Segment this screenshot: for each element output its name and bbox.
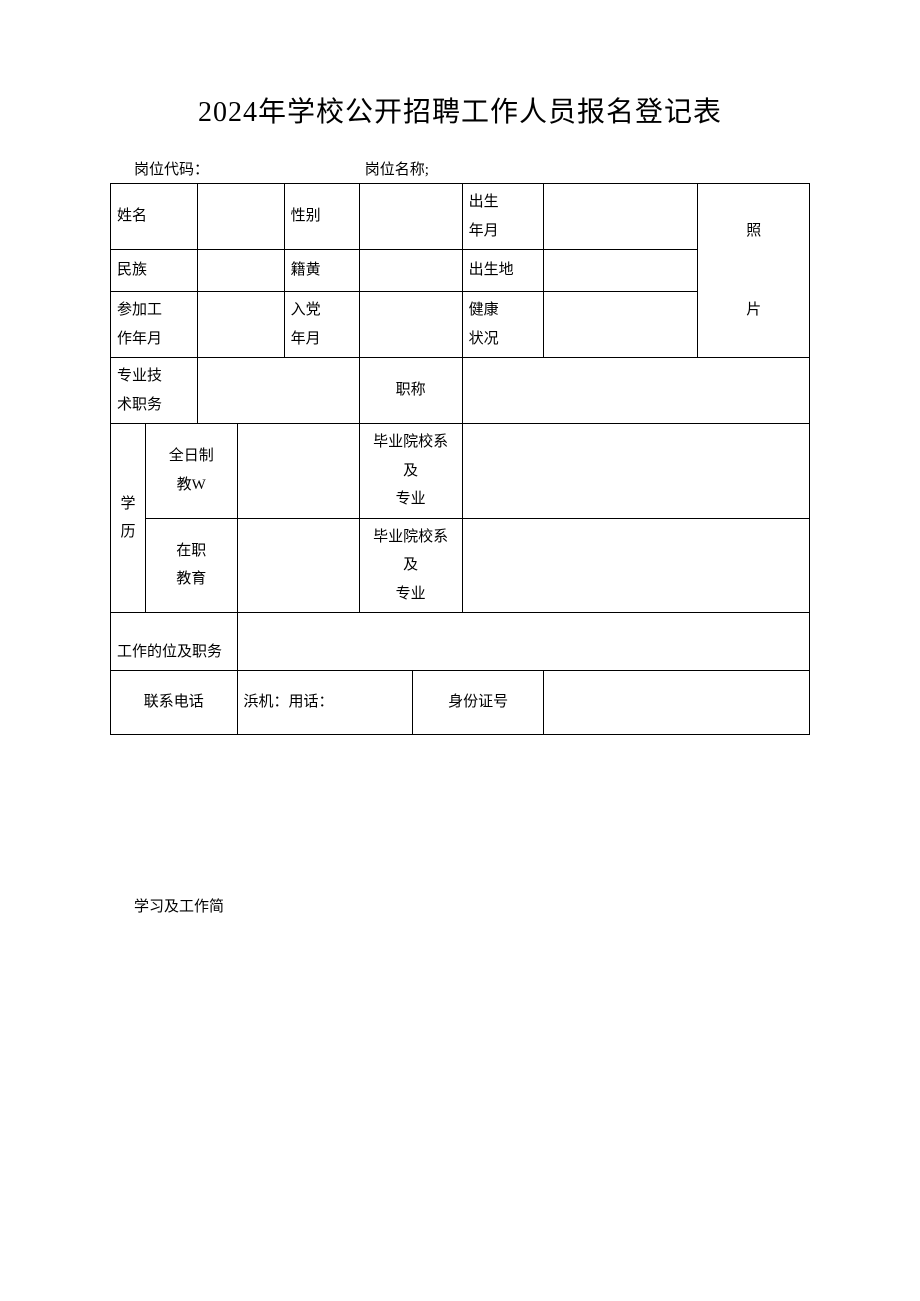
- value-health: [544, 292, 698, 358]
- label-grad-school-2: 毕业院校系及 专业: [359, 518, 462, 613]
- phone-detail: 浜机：用话：: [237, 671, 413, 735]
- value-name: [198, 184, 284, 250]
- value-tech-position: [198, 358, 359, 424]
- label-grad-school-1: 毕业院校系及 专业: [359, 424, 462, 519]
- label-id-number: 身份证号: [413, 671, 544, 735]
- value-work-start: [198, 292, 284, 358]
- label-work-unit: 工作的位及职务: [111, 613, 238, 671]
- photo-label-top: 照: [704, 217, 803, 246]
- label-party-date: 入党 年月: [284, 292, 359, 358]
- label-ethnicity: 民族: [111, 250, 198, 292]
- position-code-label: 岗位代码：: [134, 158, 209, 179]
- value-gender: [359, 184, 462, 250]
- value-id-number: [544, 671, 810, 735]
- label-parttime: 在职 教育: [145, 518, 237, 613]
- label-birthplace: 出生地: [462, 250, 543, 292]
- label-name: 姓名: [111, 184, 198, 250]
- photo-cell: 照 片: [698, 184, 810, 358]
- value-parttime-school: [462, 518, 809, 613]
- label-tech-position: 专业技 术职务: [111, 358, 198, 424]
- label-fulltime: 全日制 教W: [145, 424, 237, 519]
- label-native: 籍黄: [284, 250, 359, 292]
- registration-table: 姓名 性别 出生 年月 照 片 民族 籍黄 出生地 参加工 作年月 入党 年月 …: [110, 183, 810, 735]
- resume-label: 学习及工作简: [134, 895, 810, 916]
- value-party-date: [359, 292, 462, 358]
- value-native: [359, 250, 462, 292]
- label-education: 学 历: [111, 424, 146, 613]
- value-ethnicity: [198, 250, 284, 292]
- value-work-unit: [237, 613, 810, 671]
- value-birthplace: [544, 250, 698, 292]
- photo-label-bottom: 片: [704, 296, 803, 325]
- page-title: 2024年学校公开招聘工作人员报名登记表: [110, 90, 810, 130]
- label-work-start: 参加工 作年月: [111, 292, 198, 358]
- header-line: 岗位代码： 岗位名称;: [134, 158, 810, 179]
- value-parttime-edu: [237, 518, 359, 613]
- label-title-rank: 职称: [359, 358, 462, 424]
- label-phone: 联系电话: [111, 671, 238, 735]
- value-birth: [544, 184, 698, 250]
- label-health: 健康 状况: [462, 292, 543, 358]
- value-fulltime-school: [462, 424, 809, 519]
- value-fulltime-edu: [237, 424, 359, 519]
- position-name-label: 岗位名称;: [365, 158, 429, 179]
- label-birth: 出生 年月: [462, 184, 543, 250]
- value-title-rank: [462, 358, 809, 424]
- label-gender: 性别: [284, 184, 359, 250]
